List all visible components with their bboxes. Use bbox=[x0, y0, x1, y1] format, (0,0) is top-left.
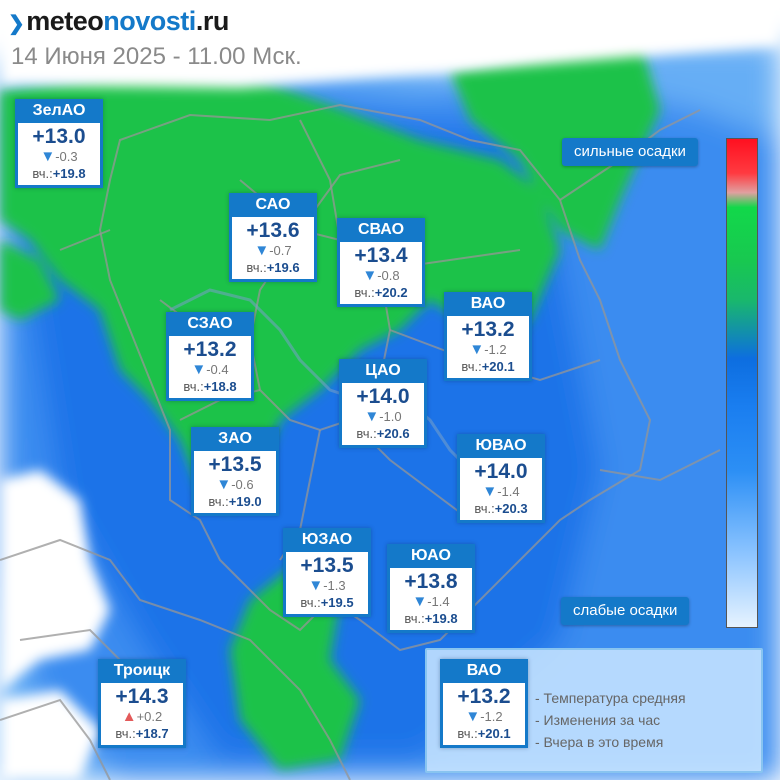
logo-part-novosti: novosti bbox=[103, 6, 196, 36]
logo-chevron-icon: ❯ bbox=[8, 13, 25, 35]
district-card[interactable]: ВАО +13.2 ▼-1.2 вч.:+20.1 bbox=[444, 292, 532, 381]
trend-down-icon: ▼ bbox=[308, 577, 324, 594]
district-temp: +13.6 bbox=[246, 219, 300, 242]
precip-color-scale bbox=[726, 138, 758, 628]
district-temp: +13.0 bbox=[32, 125, 86, 148]
district-name: ЦАО bbox=[339, 359, 427, 383]
logo-part-domain: .ru bbox=[195, 6, 230, 36]
district-yesterday: вч.:+19.6 bbox=[246, 260, 300, 275]
district-change: ▼-1.4 bbox=[482, 483, 520, 500]
district-yesterday: вч.:+20.2 bbox=[354, 285, 408, 300]
district-name: ВАО bbox=[440, 659, 528, 683]
district-temp: +13.2 bbox=[457, 685, 511, 708]
district-change: ▼-0.3 bbox=[40, 148, 78, 165]
district-card[interactable]: ЦАО +14.0 ▼-1.0 вч.:+20.6 bbox=[339, 359, 427, 448]
district-change: ▼-1.2 bbox=[465, 708, 503, 725]
district-temp: +13.4 bbox=[354, 244, 408, 267]
district-yesterday: вч.:+20.1 bbox=[457, 726, 511, 741]
district-yesterday: вч.:+19.8 bbox=[32, 166, 86, 181]
district-yesterday: вч.:+18.8 bbox=[183, 379, 237, 394]
district-card[interactable]: ЗАО +13.5 ▼-0.6 вч.:+19.0 bbox=[191, 427, 279, 516]
legend-line-temp: - Температура средняя bbox=[535, 690, 686, 706]
district-temp: +14.0 bbox=[356, 385, 410, 408]
header: ❯ meteo novosti .ru 14 Июня 2025 - 11.00 М… bbox=[8, 6, 302, 71]
district-temp: +13.2 bbox=[461, 318, 515, 341]
legend-heavy-precip: сильные осадки bbox=[562, 138, 698, 166]
district-change: ▼-0.4 bbox=[191, 361, 229, 378]
date-time: 14 Июня 2025 - 11.00 Мск. bbox=[11, 43, 302, 70]
district-change: ▼-0.6 bbox=[216, 476, 254, 493]
trend-down-icon: ▼ bbox=[465, 708, 481, 725]
district-name: СЗАО bbox=[166, 312, 254, 336]
district-change: ▼-1.2 bbox=[469, 341, 507, 358]
trend-down-icon: ▼ bbox=[191, 361, 207, 378]
district-name: Троицк bbox=[98, 659, 186, 683]
trend-down-icon: ▼ bbox=[412, 593, 428, 610]
trend-down-icon: ▼ bbox=[469, 341, 485, 358]
district-change: ▼-0.7 bbox=[254, 242, 292, 259]
district-yesterday: вч.:+19.8 bbox=[404, 611, 458, 626]
district-change: ▲+0.2 bbox=[121, 708, 163, 725]
legend-light-precip: слабые осадки bbox=[561, 597, 690, 625]
district-temp: +13.2 bbox=[183, 338, 237, 361]
district-change: ▼-0.8 bbox=[362, 267, 400, 284]
legend-line-change: - Изменения за час bbox=[535, 712, 661, 728]
site-logo[interactable]: ❯ meteo novosti .ru bbox=[8, 6, 302, 37]
district-name: ЗелАО bbox=[15, 99, 103, 123]
district-temp: +14.0 bbox=[474, 460, 528, 483]
district-card[interactable]: ЗелАО +13.0 ▼-0.3 вч.:+19.8 bbox=[15, 99, 103, 188]
district-name: ЮЗАО bbox=[283, 528, 371, 552]
district-name: ЮВАО bbox=[457, 434, 545, 458]
district-card[interactable]: СВАО +13.4 ▼-0.8 вч.:+20.2 bbox=[337, 218, 425, 307]
trend-down-icon: ▼ bbox=[254, 242, 270, 259]
district-card[interactable]: ЮАО +13.8 ▼-1.4 вч.:+19.8 bbox=[387, 544, 475, 633]
district-yesterday: вч.:+19.5 bbox=[300, 595, 354, 610]
district-temp: +13.5 bbox=[300, 554, 354, 577]
district-card[interactable]: СЗАО +13.2 ▼-0.4 вч.:+18.8 bbox=[166, 312, 254, 401]
district-name: СВАО bbox=[337, 218, 425, 242]
legend-line-yesterday: - Вчера в это время bbox=[535, 734, 664, 750]
district-name: ЮАО bbox=[387, 544, 475, 568]
district-card[interactable]: Троицк +14.3 ▲+0.2 вч.:+18.7 bbox=[98, 659, 186, 748]
trend-up-icon: ▲ bbox=[121, 708, 137, 725]
district-yesterday: вч.:+20.6 bbox=[356, 426, 410, 441]
trend-down-icon: ▼ bbox=[482, 483, 498, 500]
district-change: ▼-1.3 bbox=[308, 577, 346, 594]
district-card[interactable]: САО +13.6 ▼-0.7 вч.:+19.6 bbox=[229, 193, 317, 282]
district-temp: +13.8 bbox=[404, 570, 458, 593]
district-name: ЗАО bbox=[191, 427, 279, 451]
trend-down-icon: ▼ bbox=[40, 148, 56, 165]
district-card[interactable]: ЮВАО +14.0 ▼-1.4 вч.:+20.3 bbox=[457, 434, 545, 523]
district-yesterday: вч.:+20.3 bbox=[474, 501, 528, 516]
district-change: ▼-1.0 bbox=[364, 408, 402, 425]
district-card[interactable]: ЮЗАО +13.5 ▼-1.3 вч.:+19.5 bbox=[283, 528, 371, 617]
district-temp: +13.5 bbox=[208, 453, 262, 476]
district-yesterday: вч.:+20.1 bbox=[461, 359, 515, 374]
trend-down-icon: ▼ bbox=[362, 267, 378, 284]
district-name: САО bbox=[229, 193, 317, 217]
district-temp: +14.3 bbox=[115, 685, 169, 708]
district-change: ▼-1.4 bbox=[412, 593, 450, 610]
trend-down-icon: ▼ bbox=[216, 476, 232, 493]
district-yesterday: вч.:+18.7 bbox=[115, 726, 169, 741]
district-name: ВАО bbox=[444, 292, 532, 316]
legend-sample-card: ВАО +13.2 ▼-1.2 вч.:+20.1 bbox=[440, 659, 528, 748]
logo-part-meteo: meteo bbox=[26, 6, 104, 36]
trend-down-icon: ▼ bbox=[364, 408, 380, 425]
district-yesterday: вч.:+19.0 bbox=[208, 494, 262, 509]
